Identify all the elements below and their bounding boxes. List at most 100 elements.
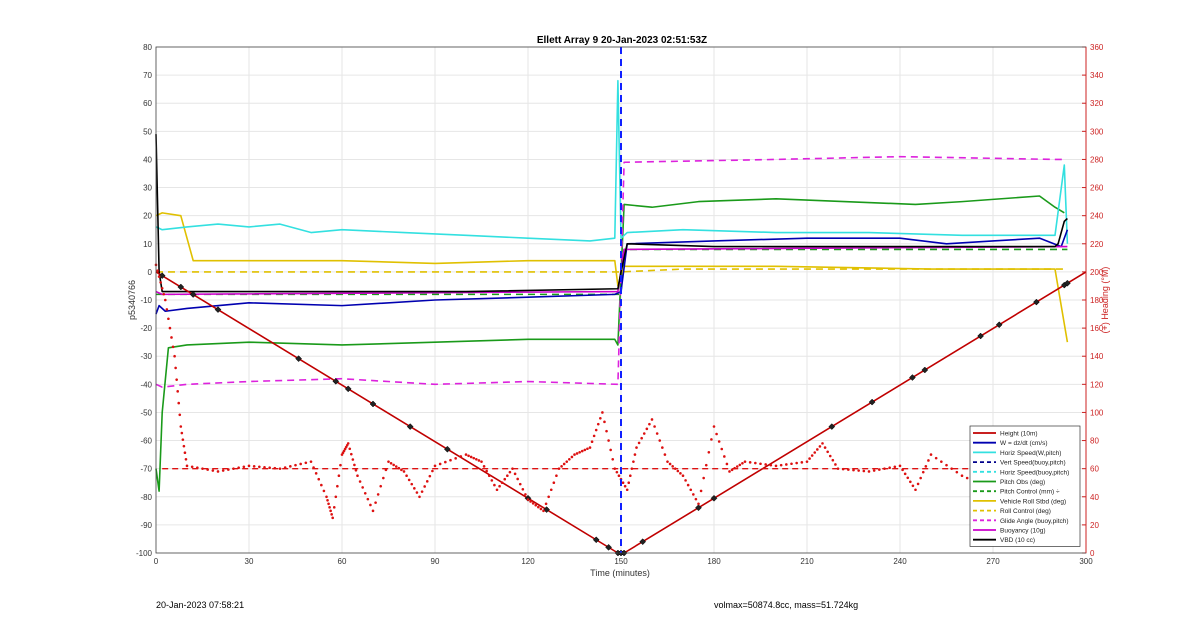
heading-point bbox=[182, 444, 186, 448]
heading-point bbox=[346, 442, 350, 445]
heading-point bbox=[508, 470, 512, 474]
heading-point bbox=[627, 481, 631, 485]
height-marker bbox=[995, 321, 1003, 329]
heading-point bbox=[668, 462, 672, 466]
heading-points bbox=[154, 263, 1068, 520]
heading-point bbox=[723, 455, 726, 458]
heading-point bbox=[184, 457, 188, 461]
heading-point bbox=[216, 470, 220, 473]
heading-point bbox=[857, 469, 860, 472]
heading-point bbox=[242, 465, 246, 469]
heading-point bbox=[621, 481, 625, 485]
y-tick-label: 20 bbox=[143, 212, 152, 221]
heading-point bbox=[921, 470, 925, 474]
y-tick-label: -50 bbox=[140, 408, 152, 417]
heading-point bbox=[573, 453, 576, 456]
heading-point bbox=[878, 468, 881, 471]
heading-point bbox=[176, 390, 179, 393]
heading-point bbox=[521, 487, 525, 491]
heading-point bbox=[454, 457, 457, 460]
heading-point bbox=[630, 467, 634, 470]
heading-point bbox=[816, 448, 819, 451]
heading-point bbox=[795, 461, 798, 465]
x-tick-label: 210 bbox=[800, 557, 814, 566]
heading-point bbox=[438, 462, 442, 466]
heading-point bbox=[227, 468, 230, 471]
heading-point bbox=[320, 483, 323, 487]
y-tick-label: -60 bbox=[140, 437, 152, 446]
heading-point bbox=[537, 505, 540, 509]
heading-point bbox=[642, 432, 646, 435]
x-tick-label: 180 bbox=[707, 557, 721, 566]
y-tick-label: 50 bbox=[143, 127, 152, 136]
heading-point bbox=[464, 453, 468, 456]
heading-point bbox=[449, 458, 452, 462]
right-axis-label: (+) Heading (°M) bbox=[1100, 267, 1110, 334]
axis-ticks: 0 30 60 90 120 150 180 210 240 270 300-100-90-80-7… bbox=[136, 43, 1104, 566]
heading-point bbox=[294, 463, 297, 467]
y2-tick-label: 260 bbox=[1090, 184, 1104, 193]
heading-point bbox=[273, 466, 277, 470]
heading-point bbox=[901, 468, 904, 472]
heading-point bbox=[779, 463, 783, 467]
heading-point bbox=[201, 467, 204, 470]
heading-point bbox=[692, 493, 695, 496]
heading-point bbox=[764, 463, 767, 466]
heading-point bbox=[790, 462, 793, 466]
y2-tick-label: 200 bbox=[1090, 268, 1104, 277]
heading-point bbox=[211, 469, 215, 472]
heading-point bbox=[384, 468, 388, 472]
heading-point bbox=[607, 439, 610, 442]
heading-point bbox=[354, 469, 358, 472]
heading-point bbox=[823, 446, 827, 449]
height-marker bbox=[1033, 298, 1040, 306]
heading-point bbox=[173, 354, 176, 358]
legend-label: W = dz/dt (cm/s) bbox=[1000, 440, 1048, 447]
heading-point bbox=[503, 477, 507, 481]
heading-point bbox=[594, 428, 598, 432]
heading-point bbox=[444, 460, 447, 464]
heading-point bbox=[547, 495, 550, 499]
heading-point bbox=[800, 461, 804, 464]
heading-point bbox=[681, 474, 685, 477]
heading-point bbox=[934, 456, 938, 460]
heading-point bbox=[730, 468, 734, 472]
height-marker bbox=[639, 538, 647, 546]
y2-tick-label: 120 bbox=[1090, 380, 1104, 389]
heading-point bbox=[599, 417, 602, 420]
heading-point bbox=[524, 493, 527, 496]
legend-box bbox=[969, 425, 1081, 547]
heading-point bbox=[965, 476, 969, 480]
y2-tick-label: 0 bbox=[1090, 549, 1095, 558]
heading-point bbox=[588, 446, 592, 449]
heading-point bbox=[929, 453, 933, 456]
heading-point bbox=[178, 413, 182, 417]
heading-point bbox=[159, 281, 162, 284]
heading-point bbox=[418, 495, 421, 499]
heading-point bbox=[720, 447, 724, 451]
heading-point bbox=[350, 452, 353, 456]
heading-point bbox=[183, 451, 187, 455]
heading-point bbox=[769, 463, 773, 467]
heading-point bbox=[707, 450, 711, 454]
footer-timestamp: 20-Jan-2023 07:58:21 bbox=[156, 600, 245, 610]
heading-point bbox=[852, 468, 855, 472]
y2-tick-label: 160 bbox=[1090, 324, 1104, 333]
heading-point bbox=[268, 466, 271, 470]
y2-tick-label: 360 bbox=[1090, 43, 1104, 52]
heading-point bbox=[475, 457, 478, 461]
heading-point bbox=[950, 467, 953, 470]
heading-point bbox=[165, 308, 169, 311]
heading-point bbox=[686, 483, 690, 487]
heading-point bbox=[299, 462, 302, 466]
y-axis-label: p5340766 bbox=[127, 280, 137, 320]
x-tick-label: 120 bbox=[521, 557, 535, 566]
heading-point bbox=[400, 468, 403, 472]
heading-point bbox=[402, 470, 406, 473]
heading-point bbox=[611, 457, 615, 461]
heading-point bbox=[629, 474, 632, 477]
heading-point bbox=[361, 486, 364, 489]
x-tick-label: 30 bbox=[245, 557, 254, 566]
legend-label: Height (10m) bbox=[1000, 431, 1038, 438]
heading-point bbox=[847, 468, 850, 471]
